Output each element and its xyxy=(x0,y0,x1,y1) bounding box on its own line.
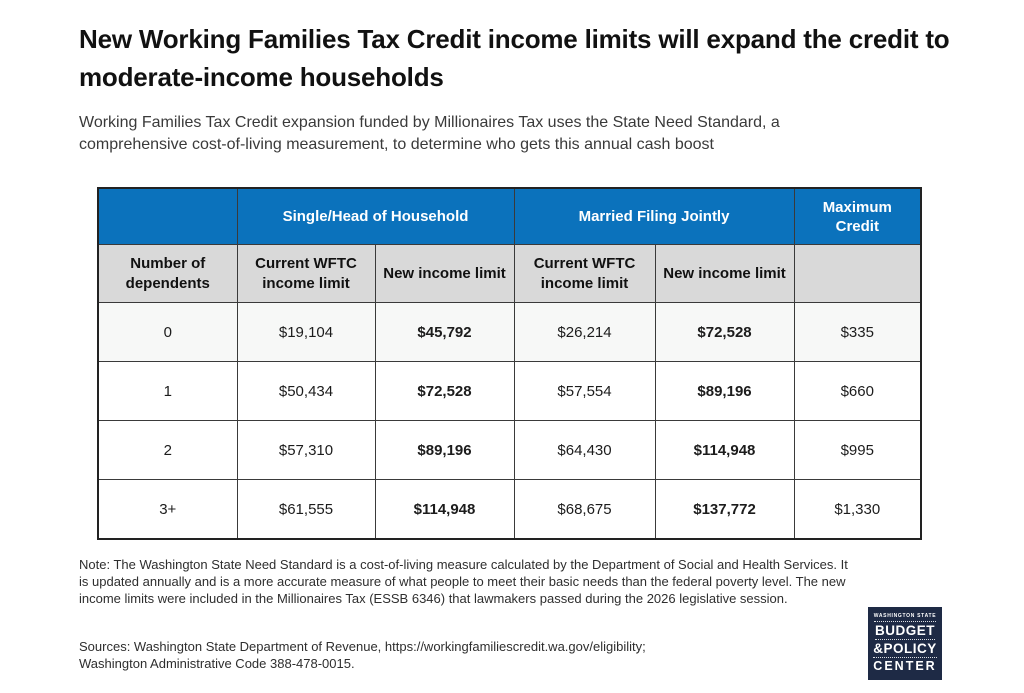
sources-line-1: Sources: Washington State Department of … xyxy=(79,639,646,654)
column-header-married-current: Current WFTC income limit xyxy=(513,244,656,303)
logo-budget-label: BUDGET xyxy=(875,623,935,640)
cell-dependents: 3+ xyxy=(97,479,238,540)
logo-policy-label: &POLICY xyxy=(873,641,937,658)
income-limits-table: Single/Head of Household Married Filing … xyxy=(97,187,923,540)
cell-married-new: $72,528 xyxy=(654,302,795,362)
cell-dependents: 1 xyxy=(97,361,238,421)
cell-married-new: $89,196 xyxy=(654,361,795,421)
cell-max-credit: $660 xyxy=(793,361,922,421)
cell-single-current: $57,310 xyxy=(236,420,376,480)
cell-max-credit: $995 xyxy=(793,420,922,480)
group-header-single: Single/Head of Household xyxy=(236,187,515,245)
table-row: 1 $50,434 $72,528 $57,554 $89,196 $660 xyxy=(97,361,922,421)
cell-single-new: $45,792 xyxy=(374,302,515,362)
subtitle: Working Families Tax Credit expansion fu… xyxy=(79,114,780,153)
cell-dependents: 2 xyxy=(97,420,238,480)
group-header-married: Married Filing Jointly xyxy=(513,187,795,245)
column-header-married-new: New income limit xyxy=(654,244,795,303)
cell-married-current: $57,554 xyxy=(513,361,656,421)
column-header-empty xyxy=(793,244,922,303)
cell-dependents: 0 xyxy=(97,302,238,362)
cell-single-new: $89,196 xyxy=(374,420,515,480)
cell-max-credit: $1,330 xyxy=(793,479,922,540)
column-header-single-current: Current WFTC income limit xyxy=(236,244,376,303)
cell-single-current: $50,434 xyxy=(236,361,376,421)
cell-single-current: $61,555 xyxy=(236,479,376,540)
column-header-dependents: Number of dependents xyxy=(97,244,238,303)
sources-text: Sources: Washington State Department of … xyxy=(79,638,759,672)
table-row: 2 $57,310 $89,196 $64,430 $114,948 $995 xyxy=(97,420,922,480)
note-text: Note: The Washington State Need Standard… xyxy=(79,557,848,606)
group-header-max-credit: Maximum Credit xyxy=(793,187,922,245)
cell-married-new: $114,948 xyxy=(654,420,795,480)
sources-line-2: Washington Administrative Code 388-478-0… xyxy=(79,656,355,671)
cell-single-new: $114,948 xyxy=(374,479,515,540)
table-group-header-row: Single/Head of Household Married Filing … xyxy=(97,187,922,245)
org-logo: WASHINGTON STATE BUDGET &POLICY CENTER xyxy=(868,607,942,680)
cell-single-current: $19,104 xyxy=(236,302,376,362)
group-header-empty xyxy=(97,187,238,245)
column-header-single-new: New income limit xyxy=(374,244,515,303)
logo-washington-state-label: WASHINGTON STATE xyxy=(873,613,937,622)
table-column-header-row: Number of dependents Current WFTC income… xyxy=(97,244,922,303)
cell-single-new: $72,528 xyxy=(374,361,515,421)
cell-max-credit: $335 xyxy=(793,302,922,362)
table-row: 0 $19,104 $45,792 $26,214 $72,528 $335 xyxy=(97,302,922,362)
cell-married-current: $68,675 xyxy=(513,479,656,540)
table-row: 3+ $61,555 $114,948 $68,675 $137,772 $1,… xyxy=(97,479,922,540)
page-title: New Working Families Tax Credit income l… xyxy=(79,24,950,92)
logo-center-label: CENTER xyxy=(873,659,937,673)
cell-married-current: $26,214 xyxy=(513,302,656,362)
cell-married-current: $64,430 xyxy=(513,420,656,480)
cell-married-new: $137,772 xyxy=(654,479,795,540)
